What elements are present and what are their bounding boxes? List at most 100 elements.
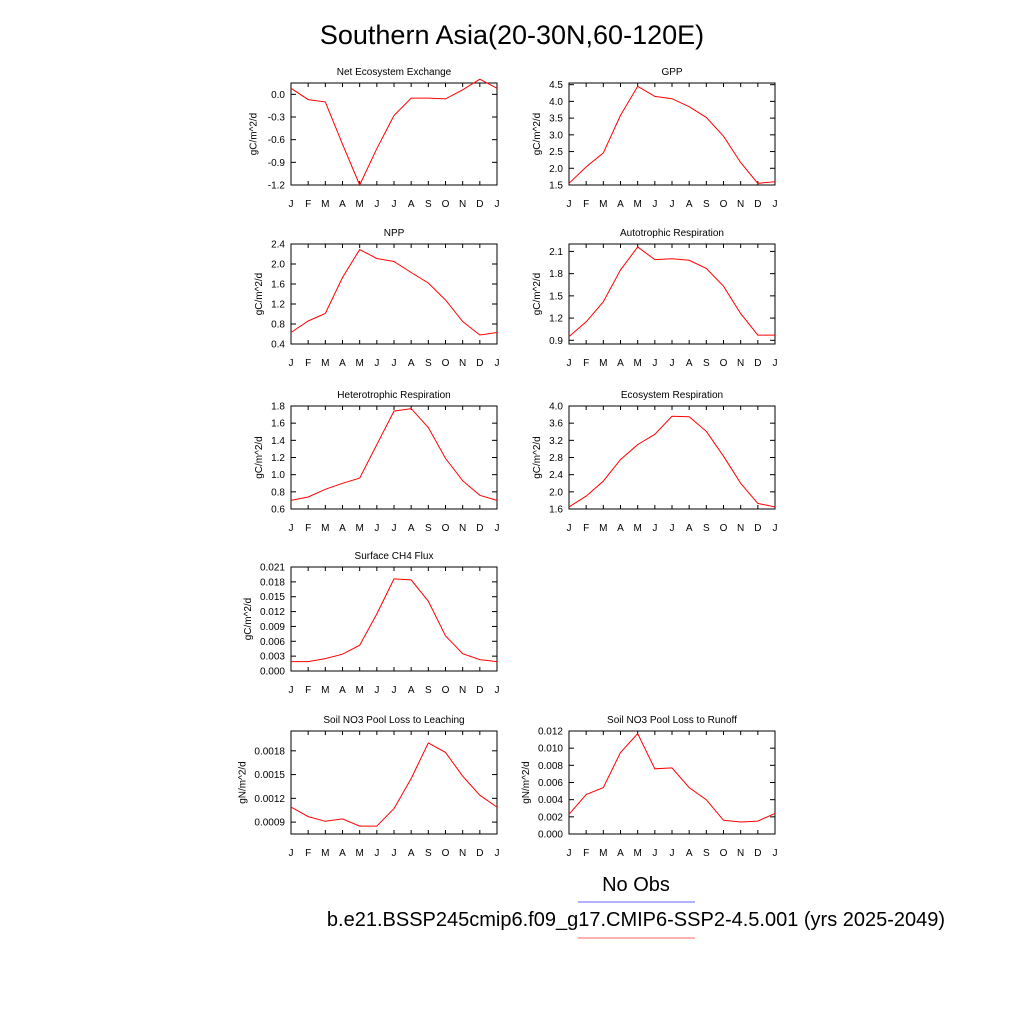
- y-tick-label: 3.6: [549, 419, 563, 430]
- y-tick-label: 0.8: [271, 487, 285, 498]
- x-tick-label: J: [652, 848, 657, 859]
- y-tick-label: 0.8: [271, 320, 285, 331]
- panel-title: Net Ecosystem Exchange: [337, 67, 452, 78]
- x-tick-label: J: [670, 523, 675, 534]
- x-tick-label: M: [599, 848, 607, 859]
- x-tick-label: M: [355, 685, 363, 696]
- x-tick-label: J: [773, 358, 778, 369]
- legend-label-no-obs: No Obs: [602, 874, 670, 896]
- series-line: [568, 732, 776, 823]
- x-tick-label: S: [703, 358, 710, 369]
- x-tick-label: J: [392, 358, 397, 369]
- x-tick-label: D: [754, 848, 761, 859]
- x-tick-label: M: [599, 523, 607, 534]
- y-tick-label: 3.5: [549, 114, 563, 125]
- y-axis-label: gC/m^2/d: [254, 273, 265, 316]
- x-tick-label: N: [737, 358, 744, 369]
- y-tick-label: 1.6: [271, 280, 285, 291]
- x-tick-label: S: [703, 199, 710, 210]
- x-tick-label: A: [339, 848, 346, 859]
- x-tick-label: F: [305, 358, 311, 369]
- x-tick-label: A: [339, 523, 346, 534]
- y-tick-label: 4.5: [549, 80, 563, 91]
- x-tick-label: N: [459, 848, 466, 859]
- x-tick-label: J: [374, 199, 379, 210]
- x-tick-label: N: [459, 523, 466, 534]
- legend: No Obs b.e21.BSSP245cmip6.f09_g17.CMIP6-…: [327, 874, 945, 939]
- series-line: [290, 742, 498, 827]
- x-tick-label: J: [773, 848, 778, 859]
- y-tick-label: 2.5: [549, 147, 563, 158]
- y-tick-label: 1.5: [549, 181, 563, 192]
- x-tick-label: M: [355, 199, 363, 210]
- y-axis-label: gC/m^2/d: [532, 436, 543, 479]
- y-tick-label: 0.0009: [254, 818, 285, 829]
- x-tick-label: D: [754, 199, 761, 210]
- y-tick-label: 1.4: [271, 436, 285, 447]
- x-tick-label: A: [686, 848, 693, 859]
- y-tick-label: 1.2: [271, 300, 285, 311]
- x-tick-label: O: [720, 848, 728, 859]
- y-axis-label: gC/m^2/d: [243, 598, 254, 641]
- x-tick-label: J: [289, 848, 294, 859]
- series-line: [568, 246, 775, 337]
- y-tick-label: 2.1: [549, 247, 563, 258]
- x-tick-label: F: [305, 848, 311, 859]
- panel-title: Soil NO3 Pool Loss to Runoff: [607, 715, 737, 726]
- y-tick-label: -0.6: [268, 135, 286, 146]
- x-tick-label: J: [392, 685, 397, 696]
- x-tick-label: D: [754, 358, 761, 369]
- y-tick-label: 0.0015: [254, 770, 285, 781]
- x-tick-label: J: [670, 199, 675, 210]
- y-axis-label: gC/m^2/d: [254, 436, 265, 479]
- y-tick-label: -0.9: [268, 158, 286, 169]
- x-tick-label: F: [305, 523, 311, 534]
- y-tick-label: 1.8: [271, 402, 285, 413]
- y-tick-label: 0.002: [538, 812, 563, 823]
- y-tick-label: 0.003: [260, 652, 285, 663]
- x-tick-label: J: [495, 685, 500, 696]
- x-tick-label: J: [652, 199, 657, 210]
- x-tick-label: M: [633, 199, 641, 210]
- x-tick-label: J: [495, 358, 500, 369]
- x-tick-label: F: [583, 523, 589, 534]
- x-tick-label: J: [670, 358, 675, 369]
- x-tick-label: J: [392, 199, 397, 210]
- y-tick-label: 1.6: [271, 419, 285, 430]
- x-tick-label: D: [476, 685, 483, 696]
- y-tick-label: 1.5: [549, 291, 563, 302]
- x-tick-label: J: [567, 358, 572, 369]
- y-tick-label: 3.2: [549, 436, 563, 447]
- x-tick-label: O: [442, 685, 450, 696]
- x-tick-label: S: [425, 523, 432, 534]
- y-tick-label: 0.010: [538, 744, 563, 755]
- x-tick-label: J: [495, 199, 500, 210]
- y-tick-label: 2.4: [271, 240, 285, 251]
- x-tick-label: M: [321, 685, 329, 696]
- y-tick-label: 2.0: [271, 260, 285, 271]
- x-tick-label: J: [567, 848, 572, 859]
- x-tick-label: S: [425, 685, 432, 696]
- x-tick-label: J: [773, 199, 778, 210]
- x-tick-label: N: [737, 523, 744, 534]
- x-tick-label: J: [374, 848, 379, 859]
- x-tick-label: F: [305, 685, 311, 696]
- x-tick-label: S: [425, 848, 432, 859]
- panel-title: Autotrophic Respiration: [620, 228, 724, 239]
- y-tick-label: 1.2: [549, 314, 563, 325]
- y-axis-label: gC/m^2/d: [249, 113, 260, 156]
- x-tick-label: J: [392, 523, 397, 534]
- y-axis-label: gC/m^2/d: [532, 113, 543, 156]
- legend-label-model-run: b.e21.BSSP245cmip6.f09_g17.CMIP6-SSP2-4.…: [327, 909, 945, 931]
- x-tick-label: N: [737, 199, 744, 210]
- x-tick-label: A: [617, 523, 624, 534]
- plot-frame: [568, 405, 776, 510]
- panel-title: Soil NO3 Pool Loss to Leaching: [323, 715, 464, 726]
- series-line: [290, 248, 498, 336]
- y-tick-label: 1.6: [549, 505, 563, 516]
